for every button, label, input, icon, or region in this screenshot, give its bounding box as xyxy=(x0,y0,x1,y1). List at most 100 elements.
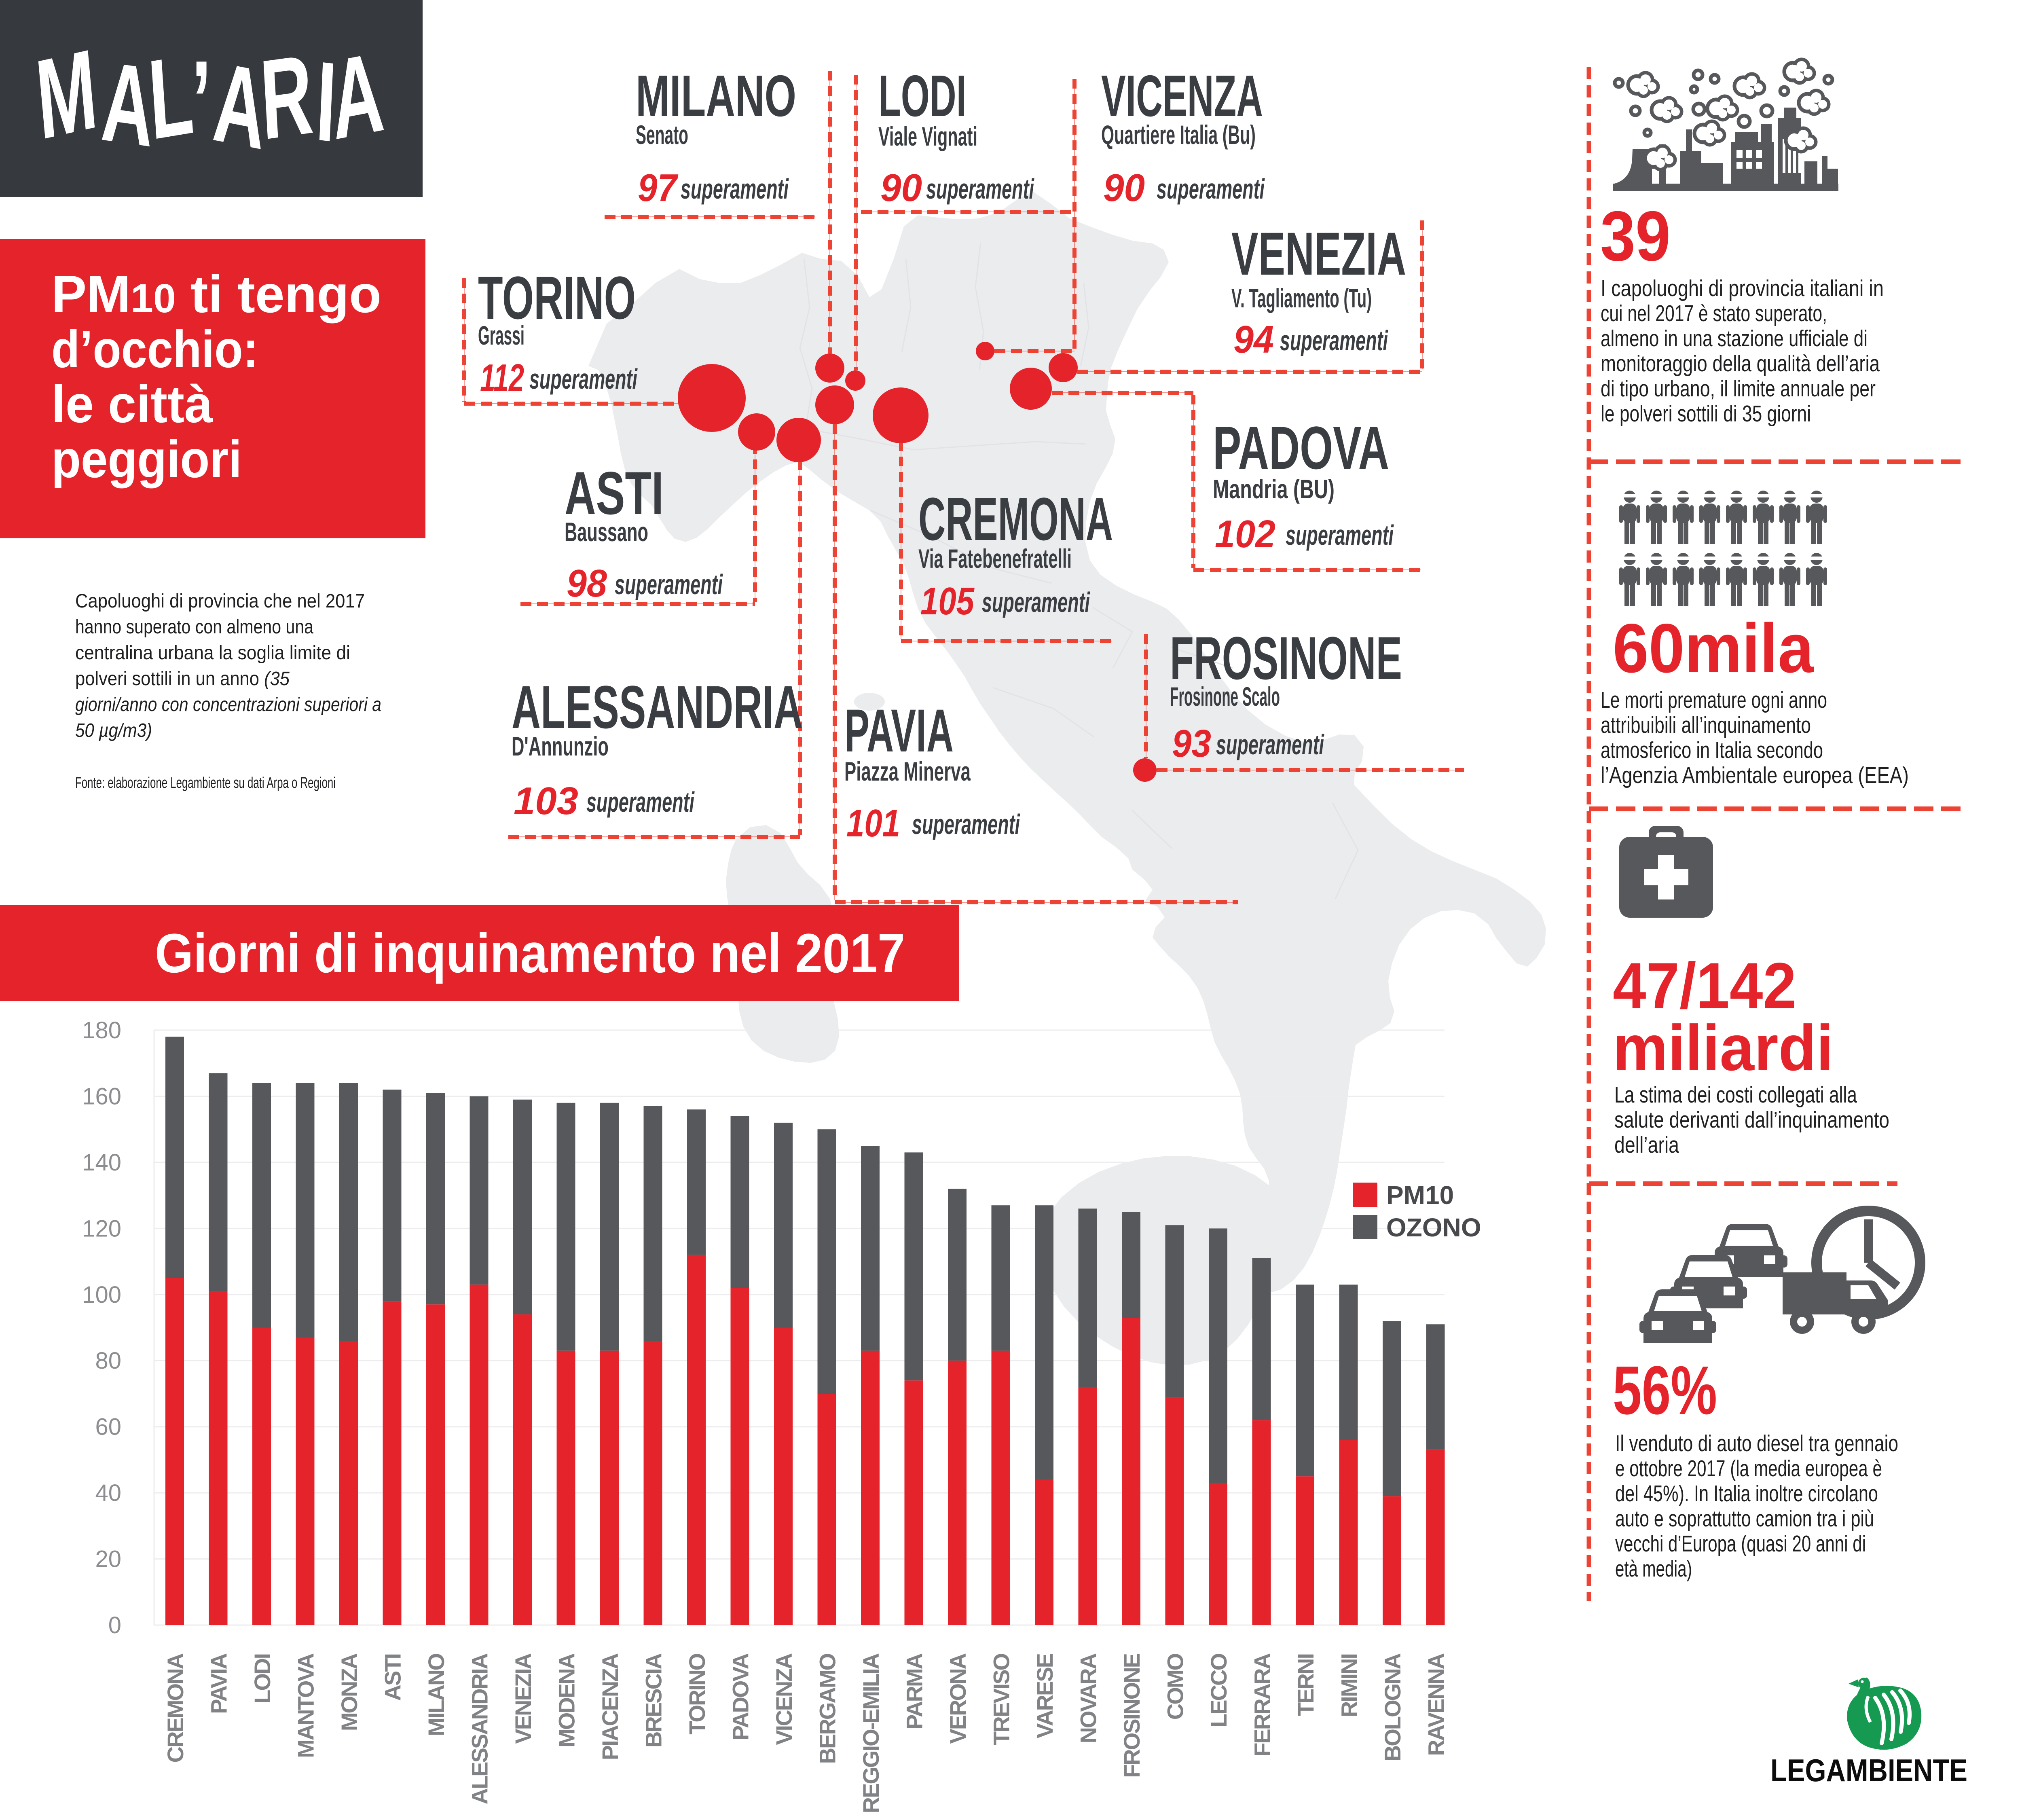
svg-text:superamenti: superamenti xyxy=(1286,519,1394,551)
svg-text:PIACENZA: PIACENZA xyxy=(597,1653,623,1760)
svg-text:LEGAMBIENTE: LEGAMBIENTE xyxy=(1770,1752,1967,1788)
svg-text:attribuibili all’inquinamento: attribuibili all’inquinamento xyxy=(1601,712,1811,738)
svg-text:80: 80 xyxy=(95,1348,121,1374)
svg-text:60mila: 60mila xyxy=(1613,609,1814,687)
svg-text:del 45%). In Italia inoltre ci: del 45%). In Italia inoltre circolano xyxy=(1615,1481,1878,1507)
svg-text:e ottobre 2017 (la media europ: e ottobre 2017 (la media europea è xyxy=(1615,1456,1882,1481)
svg-text:PM10: PM10 xyxy=(1386,1181,1454,1210)
svg-text:Grassi: Grassi xyxy=(478,320,525,350)
svg-text:102: 102 xyxy=(1215,512,1275,556)
svg-text:39: 39 xyxy=(1600,197,1671,276)
svg-text:miliardi: miliardi xyxy=(1613,1012,1834,1084)
svg-text:di tipo urbano, il limite annu: di tipo urbano, il limite annuale per xyxy=(1601,376,1876,402)
svg-text:vecchi d’Europa (quasi 20 anni: vecchi d’Europa (quasi 20 anni di xyxy=(1615,1531,1866,1557)
svg-text:FROSINONE: FROSINONE xyxy=(1119,1653,1144,1778)
svg-text:Frosinone Scalo: Frosinone Scalo xyxy=(1170,681,1280,711)
svg-text:MODENA: MODENA xyxy=(554,1653,580,1747)
svg-text:atmosferico in Italia secondo: atmosferico in Italia secondo xyxy=(1601,737,1823,763)
svg-text:polveri sottili in un anno (35: polveri sottili in un anno (35 xyxy=(75,668,290,690)
svg-text:60: 60 xyxy=(95,1414,121,1440)
svg-text:Piazza Minerva: Piazza Minerva xyxy=(844,756,971,786)
svg-text:180: 180 xyxy=(82,1017,121,1043)
svg-text:superamenti: superamenti xyxy=(1280,325,1388,356)
svg-text:MILANO: MILANO xyxy=(636,63,796,129)
svg-text:FERRARA: FERRARA xyxy=(1250,1653,1275,1756)
svg-text:LODI: LODI xyxy=(878,63,967,129)
svg-text:superamenti: superamenti xyxy=(615,569,723,600)
svg-text:VENEZIA: VENEZIA xyxy=(1231,220,1406,288)
svg-text:56%: 56% xyxy=(1613,1352,1717,1429)
svg-text:peggiori: peggiori xyxy=(51,430,242,489)
svg-text:40: 40 xyxy=(95,1480,121,1506)
svg-text:COMO: COMO xyxy=(1163,1654,1188,1720)
svg-text:MANTOVA: MANTOVA xyxy=(293,1653,319,1758)
svg-text:20: 20 xyxy=(95,1546,121,1572)
svg-text:ALESSANDRIA: ALESSANDRIA xyxy=(467,1653,493,1804)
svg-text:105: 105 xyxy=(920,580,975,623)
svg-text:98: 98 xyxy=(567,562,607,605)
svg-text:PADOVA: PADOVA xyxy=(728,1653,753,1740)
svg-text:90: 90 xyxy=(1103,166,1145,210)
svg-text:REGGIO-EMILIA: REGGIO-EMILIA xyxy=(858,1653,884,1813)
svg-text:centralina urbana la soglia li: centralina urbana la soglia limite di xyxy=(75,642,350,664)
svg-text:I capoluoghi di provincia ital: I capoluoghi di provincia italiani in xyxy=(1601,275,1884,301)
svg-text:MONZA: MONZA xyxy=(336,1653,362,1731)
svg-text:FROSINONE: FROSINONE xyxy=(1170,624,1402,692)
svg-text:monitoraggio della qualità del: monitoraggio della qualità dell’aria xyxy=(1601,351,1880,377)
svg-text:superamenti: superamenti xyxy=(529,363,638,395)
svg-text:superamenti: superamenti xyxy=(681,173,789,205)
svg-text:90: 90 xyxy=(880,166,922,210)
svg-text:età media): età media) xyxy=(1615,1556,1692,1582)
svg-text:PAVIA: PAVIA xyxy=(206,1653,232,1714)
svg-text:V. Tagliamento (Tu): V. Tagliamento (Tu) xyxy=(1231,283,1372,313)
svg-text:BERGAMO: BERGAMO xyxy=(815,1654,840,1764)
svg-text:Fonte: elaborazione Legambient: Fonte: elaborazione Legambiente su dati … xyxy=(75,775,336,791)
svg-text:TORINO: TORINO xyxy=(478,264,636,332)
svg-text:superamenti: superamenti xyxy=(982,586,1090,618)
svg-text:OZONO: OZONO xyxy=(1386,1213,1481,1242)
svg-text:CREMONA: CREMONA xyxy=(918,485,1113,553)
svg-text:Il venduto di auto diesel tra: Il venduto di auto diesel tra gennaio xyxy=(1615,1431,1898,1456)
svg-text:ALESSANDRIA: ALESSANDRIA xyxy=(512,673,803,741)
svg-text:superamenti: superamenti xyxy=(926,173,1034,205)
svg-text:almeno in una stazione ufficia: almeno in una stazione ufficiale di xyxy=(1601,326,1868,351)
svg-text:MILANO: MILANO xyxy=(423,1654,449,1736)
svg-text:Giorni di inquinamento nel 201: Giorni di inquinamento nel 2017 xyxy=(155,923,905,984)
svg-text:VERONA: VERONA xyxy=(945,1653,971,1744)
svg-text:le polveri sottili di 35 giorn: le polveri sottili di 35 giorni xyxy=(1601,401,1811,427)
svg-text:Le morti premature ogni anno: Le morti premature ogni anno xyxy=(1601,687,1827,713)
svg-text:salute derivanti dall’inquinam: salute derivanti dall’inquinamento xyxy=(1614,1107,1889,1133)
svg-text:D'Annunzio: D'Annunzio xyxy=(512,731,609,761)
svg-text:PARMA: PARMA xyxy=(902,1653,927,1729)
svg-text:94: 94 xyxy=(1233,318,1274,361)
svg-text:le città: le città xyxy=(51,375,213,434)
svg-text:superamenti: superamenti xyxy=(1157,173,1265,205)
svg-text:101: 101 xyxy=(846,802,900,845)
svg-text:RAVENNA: RAVENNA xyxy=(1423,1653,1449,1756)
svg-text:50 µg/m3): 50 µg/m3) xyxy=(75,720,152,741)
svg-text:Via Fatebenefratelli: Via Fatebenefratelli xyxy=(918,544,1072,574)
svg-text:ASTI: ASTI xyxy=(565,459,664,527)
svg-text:93: 93 xyxy=(1172,722,1211,765)
svg-text:0: 0 xyxy=(108,1612,121,1638)
svg-text:La stima dei costi collegati a: La stima dei costi collegati alla xyxy=(1614,1082,1857,1108)
svg-text:160: 160 xyxy=(82,1083,121,1109)
svg-text:TORINO: TORINO xyxy=(684,1654,710,1735)
svg-text:47/142: 47/142 xyxy=(1613,949,1796,1022)
svg-text:giorni/anno con concentrazioni: giorni/anno con concentrazioni superiori… xyxy=(75,694,381,715)
svg-text:140: 140 xyxy=(82,1149,121,1176)
svg-text:97: 97 xyxy=(638,166,679,210)
svg-text:superamenti: superamenti xyxy=(1216,729,1324,760)
svg-text:superamenti: superamenti xyxy=(586,786,695,818)
svg-text:PADOVA: PADOVA xyxy=(1213,414,1389,482)
svg-text:dell’aria: dell’aria xyxy=(1614,1132,1679,1158)
svg-text:Senato: Senato xyxy=(636,120,688,150)
svg-text:d’occhio:: d’occhio: xyxy=(51,320,258,379)
svg-text:CREMONA: CREMONA xyxy=(163,1653,188,1763)
svg-text:Quartiere Italia (Bu): Quartiere Italia (Bu) xyxy=(1101,120,1256,150)
svg-text:VENEZIA: VENEZIA xyxy=(510,1653,536,1744)
svg-text:Capoluoghi di provincia che ne: Capoluoghi di provincia che nel 2017 xyxy=(75,590,365,612)
svg-text:Baussano: Baussano xyxy=(565,517,648,547)
svg-text:l’Agenzia Ambientale europea (: l’Agenzia Ambientale europea (EEA) xyxy=(1601,762,1909,788)
svg-text:VARESE: VARESE xyxy=(1032,1653,1058,1738)
